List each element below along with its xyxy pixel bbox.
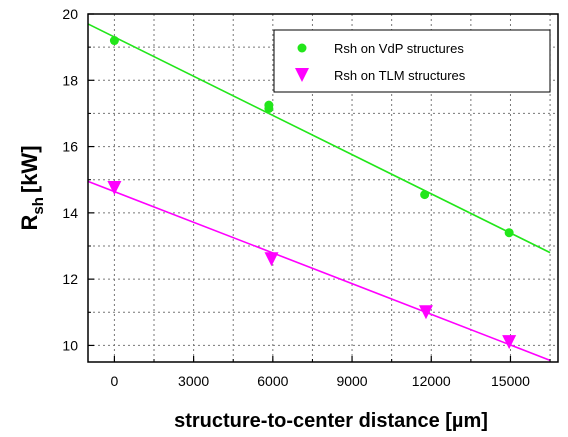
data-point	[109, 36, 119, 46]
y-tick-label: 18	[62, 72, 78, 88]
data-point	[502, 335, 517, 350]
data-point	[418, 305, 433, 320]
x-axis-label: structure-to-center distance [µm]	[174, 410, 488, 432]
y-tick-label: 14	[62, 205, 78, 221]
y-tick-label: 20	[62, 6, 78, 22]
fit-lines	[87, 23, 551, 362]
data-point	[264, 103, 274, 113]
legend-marker	[295, 68, 309, 82]
x-tick-label: 0	[111, 373, 119, 389]
y-tick-label: 10	[62, 337, 78, 353]
y-tick-label: 12	[62, 271, 78, 287]
y-axis-label-base: R	[17, 215, 42, 231]
data-point	[264, 252, 279, 267]
x-tick-label: 3000	[178, 373, 209, 389]
legend: Rsh on VdP structures Rsh on TLM structur…	[273, 29, 551, 93]
data-point	[107, 181, 122, 195]
data-points	[107, 36, 517, 350]
fit-line	[87, 23, 551, 254]
fit-line	[87, 180, 551, 362]
x-tick-label: 15000	[491, 373, 530, 389]
axis-ticks: 0 3000 6000 9000 12000 15000 10 12 14 16 18 20	[62, 6, 551, 389]
y-axis-label-unit: [kW]	[17, 145, 42, 193]
legend-marker	[297, 43, 307, 53]
legend-box	[273, 29, 551, 93]
data-point	[504, 228, 514, 238]
y-axis-label: Rsh [kW]	[17, 145, 47, 230]
legend-label: Rsh on VdP structures	[334, 41, 464, 56]
x-tick-label: 12000	[412, 373, 451, 389]
x-tick-label: 6000	[257, 373, 288, 389]
legend-label: Rsh on TLM structures	[334, 68, 466, 83]
data-point	[420, 190, 430, 200]
y-axis-label-subscript: sh	[30, 197, 47, 215]
plot-frame	[87, 13, 559, 363]
x-tick-label: 9000	[336, 373, 367, 389]
y-tick-label: 16	[62, 139, 78, 155]
